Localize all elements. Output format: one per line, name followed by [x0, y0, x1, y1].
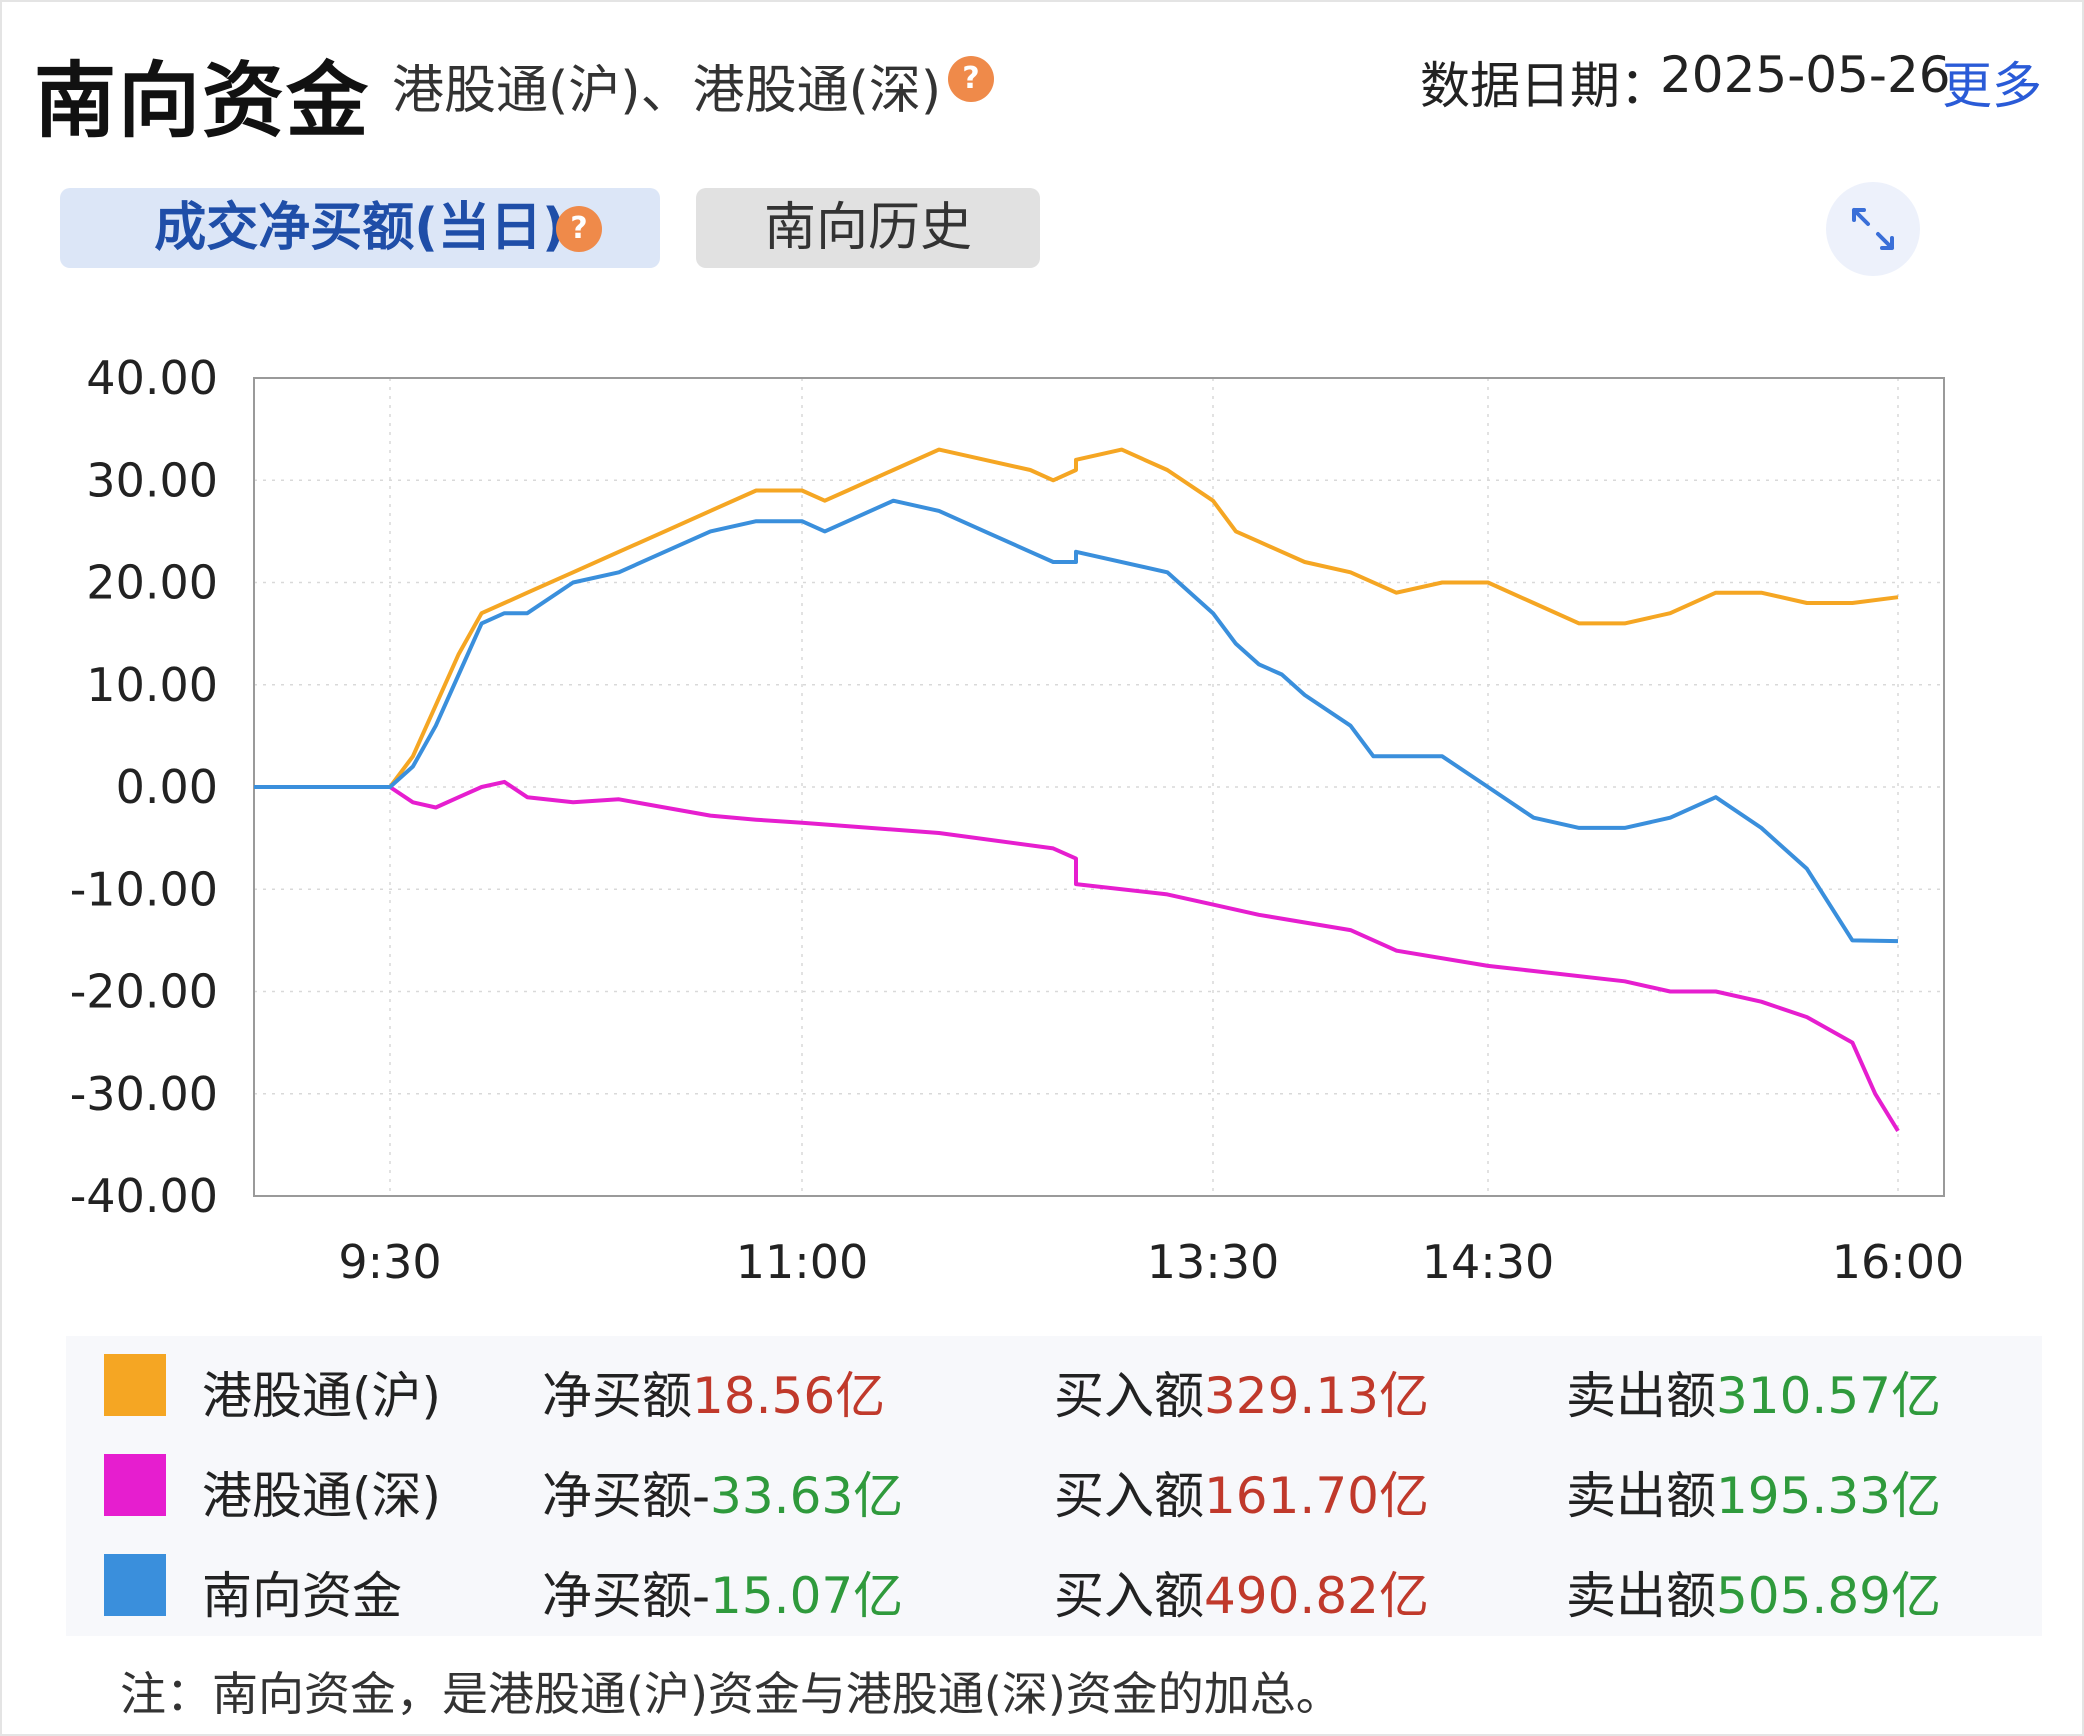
x-tick-label: 14:30 [1422, 1235, 1555, 1289]
net-buy-line-chart: 40.00 30.00 20.00 10.00 0.00 -10.00 -20.00 -30.… [70, 351, 1965, 1289]
tab-southbound-history-label: 南向历史 [763, 198, 972, 258]
series-line [254, 498, 1899, 944]
y-tick-label: 40.00 [86, 351, 218, 405]
legend-buy-amount: 买入额490.82亿 [1054, 1567, 1429, 1625]
y-tick-label: -20.00 [70, 965, 218, 1019]
legend-panel: 港股通(沪) 净买额18.56亿 买入额329.13亿 卖出额310.57亿 港… [66, 1336, 2042, 1636]
legend-series-name: 港股通(深) [202, 1467, 442, 1525]
legend-sell-amount: 卖出额505.89亿 [1566, 1567, 1941, 1625]
y-tick-label: -30.00 [70, 1067, 218, 1121]
date-label: 数据日期： [1420, 57, 1670, 115]
legend-series-name: 南向资金 [202, 1567, 402, 1625]
legend-row: 港股通(沪) 净买额18.56亿 买入额329.13亿 卖出额310.57亿 [66, 1336, 2042, 1436]
legend-swatch [104, 1454, 166, 1516]
legend-sell-amount: 卖出额310.57亿 [1566, 1367, 1941, 1425]
y-tick-label: -40.00 [70, 1169, 218, 1223]
x-tick-label: 13:30 [1147, 1235, 1280, 1289]
legend-swatch [104, 1554, 166, 1616]
footnote: 注：南向资金，是港股通(沪)资金与港股通(深)资金的加总。 [120, 1667, 1342, 1721]
legend-series-name: 港股通(沪) [202, 1367, 442, 1425]
series-line [254, 447, 1899, 789]
x-tick-label: 16:00 [1832, 1235, 1965, 1289]
legend-sell-amount: 卖出额195.33亿 [1566, 1467, 1941, 1525]
question-circle-icon[interactable]: ? [556, 206, 602, 252]
y-tick-label: 10.00 [86, 658, 218, 712]
x-tick-label: 11:00 [736, 1235, 869, 1289]
y-tick-label: 20.00 [86, 556, 218, 610]
legend-swatch [104, 1354, 166, 1416]
legend-row: 港股通(深) 净买额-33.63亿 买入额161.70亿 卖出额195.33亿 [66, 1436, 2042, 1536]
legend-buy-amount: 买入额329.13亿 [1054, 1367, 1429, 1425]
more-link[interactable]: 更多 [1942, 57, 2042, 115]
legend-net-buy: 净买额-33.63亿 [542, 1467, 904, 1525]
legend-row: 南向资金 净买额-15.07亿 买入额490.82亿 卖出额505.89亿 [66, 1536, 2042, 1636]
y-tick-label: -10.00 [70, 862, 218, 916]
expand-arrows-icon [1852, 208, 1894, 250]
date-value: 2025-05-26 [1660, 46, 1951, 104]
legend-net-buy: 净买额18.56亿 [542, 1367, 886, 1425]
question-circle-icon[interactable]: ? [948, 56, 994, 102]
legend-net-buy: 净买额-15.07亿 [542, 1567, 904, 1625]
page-title: 南向资金 [34, 54, 371, 149]
legend-buy-amount: 买入额161.70亿 [1054, 1467, 1429, 1525]
series-line [254, 779, 1900, 1132]
y-tick-label: 0.00 [116, 760, 218, 814]
tab-net-buy-today-label: 成交净买额(当日) [154, 198, 566, 258]
tab-southbound-history[interactable]: 南向历史 [696, 188, 1040, 268]
y-tick-label: 30.00 [86, 453, 218, 507]
x-tick-label: 9:30 [338, 1235, 441, 1289]
page-subtitle: 港股通(沪)、港股通(深) [392, 61, 942, 121]
expand-button[interactable] [1826, 182, 1920, 276]
